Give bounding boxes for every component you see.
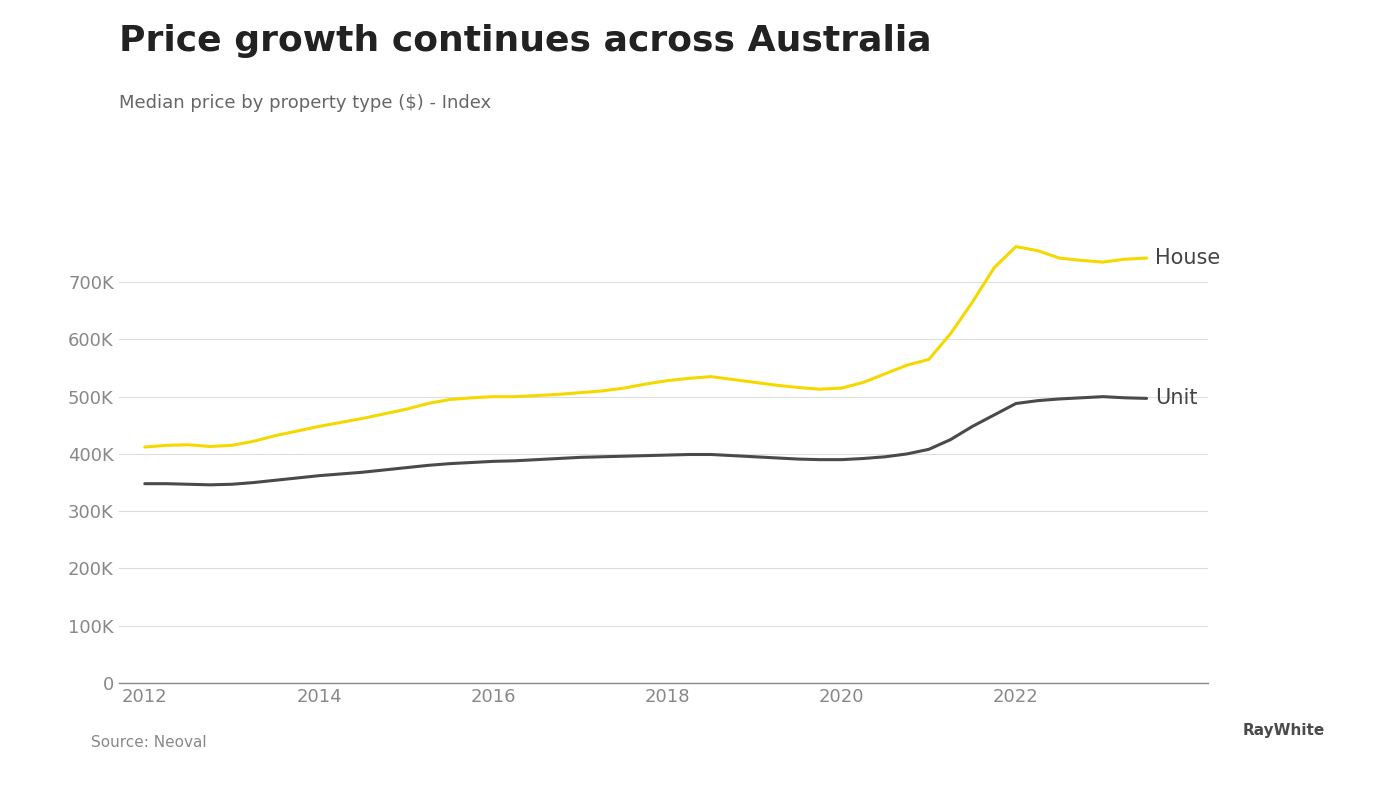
Text: Median price by property type ($) - Index: Median price by property type ($) - Inde… [119, 94, 491, 112]
Text: Source: Neoval: Source: Neoval [91, 735, 207, 750]
Text: Price growth continues across Australia: Price growth continues across Australia [119, 24, 931, 57]
Text: House: House [1156, 248, 1220, 268]
Text: Unit: Unit [1156, 389, 1198, 408]
Text: RayWhite: RayWhite [1242, 723, 1325, 738]
